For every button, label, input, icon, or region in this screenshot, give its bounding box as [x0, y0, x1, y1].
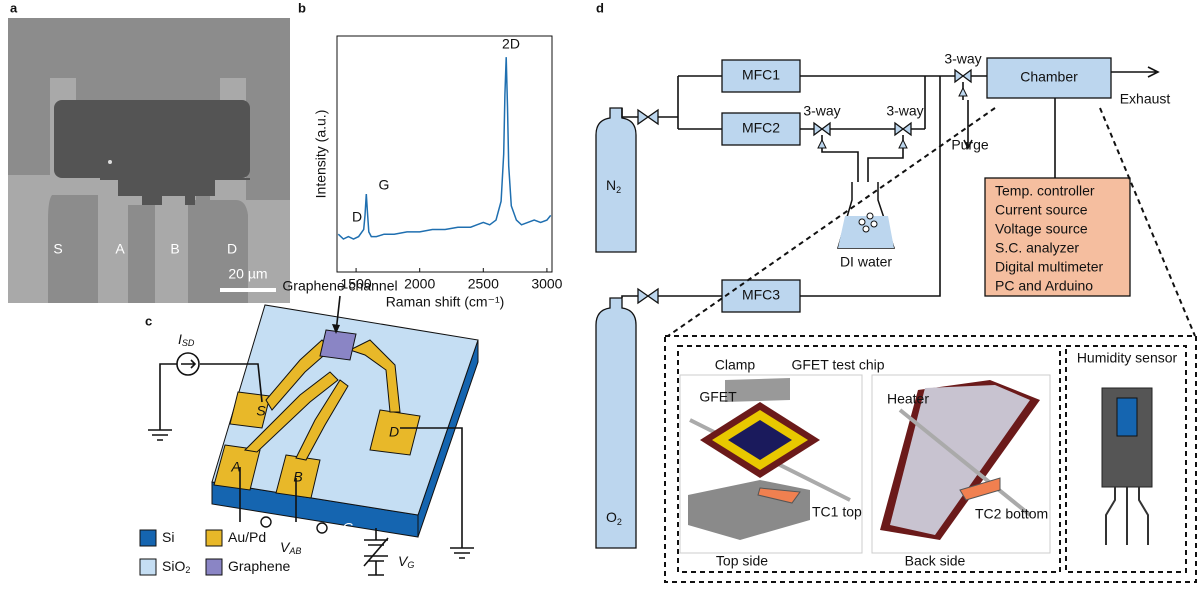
mfc-label: MFC2	[742, 120, 780, 136]
subscript: 2	[617, 517, 622, 527]
panel-label: b	[298, 0, 306, 15]
peak-label: G	[379, 177, 390, 193]
legend-name: Au/Pd	[228, 529, 266, 545]
current-label: ISD	[178, 331, 195, 349]
instrument: Digital multimeter	[995, 259, 1103, 275]
chip-diagram	[148, 296, 478, 575]
purge-label: Purge	[951, 137, 989, 153]
valve-label: 3-way	[944, 51, 981, 67]
legend-name: Si	[162, 529, 174, 545]
plot-frame	[337, 36, 552, 272]
electrode-label: S	[53, 241, 62, 257]
subscript: G	[407, 560, 414, 570]
symbol: O	[606, 509, 617, 525]
legend-swatch	[206, 530, 222, 546]
electrode-label: A	[115, 241, 125, 257]
legend-label: Si	[162, 529, 174, 545]
instrument: S.C. analyzer	[995, 240, 1079, 256]
electrode-label: D	[227, 241, 237, 257]
tc1-label: TC1 top	[812, 504, 862, 520]
legend-sub: 2	[185, 565, 190, 575]
exhaust-label: Exhaust	[1120, 91, 1171, 107]
panel-label: c	[145, 313, 152, 328]
peak-label: 2D	[502, 36, 520, 52]
pad-label: S	[256, 403, 266, 419]
panel-label: a	[10, 0, 18, 15]
legend-label: Graphene	[228, 558, 290, 574]
vg-label: VG	[398, 553, 414, 571]
x-tick-label: 1500	[341, 276, 372, 292]
x-axis-label: Raman shift (cm⁻¹)	[386, 294, 505, 310]
valve-label: 3-way	[886, 103, 923, 119]
figure: a S A B D 20 µm b Raman shift (cm⁻¹) Int…	[0, 0, 1202, 589]
valve-label: 3-way	[803, 103, 840, 119]
humidity-label: Humidity sensor	[1077, 350, 1178, 366]
instrument: Current source	[995, 202, 1088, 218]
legend-label: Au/Pd	[228, 529, 266, 545]
sem-image	[8, 18, 290, 303]
pad-label: G	[343, 520, 354, 536]
back-side-label: Back side	[905, 553, 966, 569]
legend-swatch	[206, 559, 222, 575]
electrode-label: B	[170, 241, 179, 257]
mfc-label: MFC1	[742, 67, 780, 83]
pad-label: B	[293, 469, 302, 485]
symbol: N	[606, 177, 616, 193]
gas-setup	[596, 58, 1196, 582]
instrument: Voltage source	[995, 221, 1088, 237]
mfc-label: MFC3	[742, 287, 780, 303]
heater-label: Heater	[887, 391, 929, 407]
subscript: AB	[288, 546, 301, 556]
scale-bar-label: 20 µm	[228, 266, 267, 282]
y-axis-label: Intensity (a.u.)	[313, 110, 329, 199]
legend-name: SiO	[162, 558, 185, 574]
legend-swatch	[140, 530, 156, 546]
legend-name: Graphene	[228, 558, 290, 574]
vab-label: VAB	[280, 539, 301, 557]
subscript: 2	[616, 185, 621, 195]
x-tick-label: 2000	[404, 276, 435, 292]
legend: Si Au/Pd SiO2 Graphene	[140, 529, 290, 576]
instrument: Temp. controller	[995, 183, 1095, 199]
panel-label: d	[596, 0, 604, 15]
chip-title: GFET test chip	[791, 357, 884, 373]
instrument: PC and Arduino	[995, 278, 1093, 294]
spectrum	[338, 57, 550, 239]
peak-label: D	[352, 209, 362, 225]
legend-swatch	[140, 559, 156, 575]
top-side-label: Top side	[716, 553, 768, 569]
legend-label: SiO2	[162, 558, 190, 576]
gfet-label: GFET	[699, 389, 737, 405]
pad-label: A	[230, 459, 240, 475]
x-tick-label: 2500	[468, 276, 499, 292]
water-label: DI water	[840, 254, 892, 270]
chamber-label: Chamber	[1020, 69, 1078, 85]
clamp-label: Clamp	[715, 357, 756, 373]
subscript: SD	[182, 338, 195, 348]
tc2-label: TC2 bottom	[975, 506, 1048, 522]
pad-label: D	[389, 424, 399, 440]
x-tick-label: 3000	[531, 276, 562, 292]
